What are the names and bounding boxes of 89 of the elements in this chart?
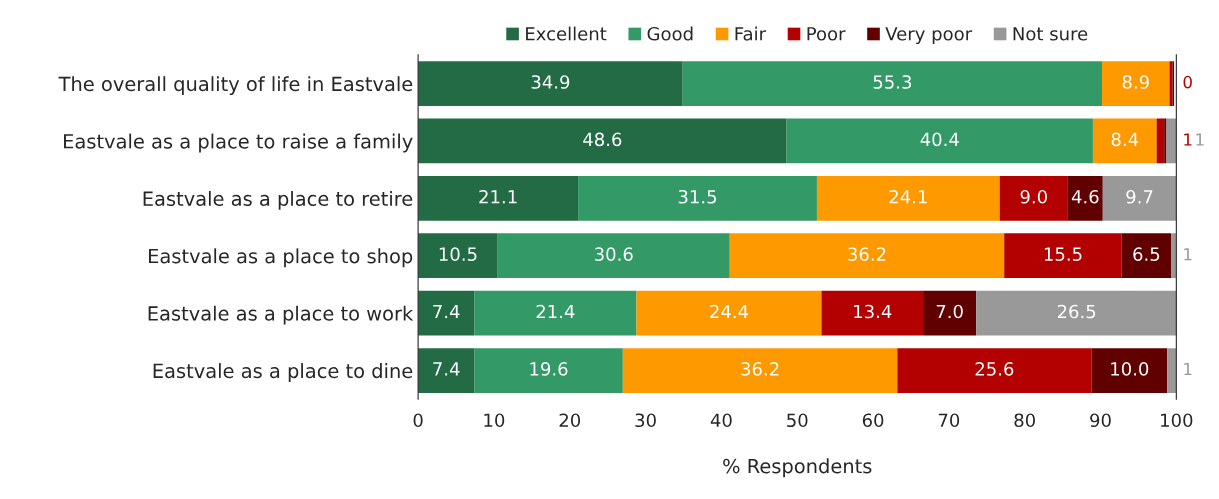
x-tick-label: 40 (710, 413, 732, 428)
data-label: 10.0 (1111, 362, 1149, 376)
data-label: 24.1 (889, 189, 927, 204)
legend-label: Good (647, 26, 693, 41)
data-label: 7.0 (936, 304, 963, 319)
data-label: 24.4 (710, 304, 749, 319)
legend-label: Fair (735, 26, 767, 41)
bar (1091, 348, 1168, 393)
bar (682, 61, 1103, 106)
x-tick-label: 80 (1014, 413, 1035, 428)
bar (1067, 175, 1103, 221)
data-label: 1 (1184, 133, 1192, 146)
data-label: 6.5 (1133, 247, 1160, 261)
data-label: 31.5 (678, 189, 717, 204)
bar (1102, 61, 1170, 106)
bar (418, 175, 579, 221)
bar (418, 118, 787, 164)
bar (418, 233, 498, 279)
bar (1004, 233, 1122, 279)
data-label: 0 (1183, 75, 1192, 89)
y-tick-label: Eastvale as a place to work (148, 305, 414, 325)
bar (1102, 175, 1177, 221)
data-label: 1 (1184, 362, 1192, 376)
bar (636, 290, 822, 336)
data-label: 7.4 (433, 362, 460, 376)
data-label: 1 (1184, 248, 1192, 261)
data-label: 48.6 (583, 132, 622, 147)
legend-label: Not sure (1013, 27, 1088, 41)
data-label: 25.6 (975, 362, 1014, 376)
bar (1167, 348, 1177, 393)
x-tick-label: 100 (1161, 413, 1193, 428)
data-label: 1 (1196, 133, 1204, 146)
bar (578, 175, 817, 221)
x-tick-label: 20 (559, 413, 581, 428)
data-label: 8.4 (1111, 132, 1139, 147)
legend-label: Poor (807, 27, 846, 41)
x-tick-label: 90 (1090, 413, 1111, 428)
data-label: 40.4 (920, 132, 959, 147)
bar (418, 61, 683, 106)
bar (1166, 118, 1177, 164)
data-label: 21.1 (479, 189, 517, 204)
bar (497, 233, 730, 279)
bar (786, 118, 1093, 164)
y-tick-label: Eastvale as a place to shop (149, 248, 413, 268)
data-label: 55.3 (873, 75, 912, 89)
legend-label: Excellent (526, 26, 607, 41)
data-label: 10.5 (439, 247, 477, 261)
bar (622, 348, 898, 393)
data-label: 15.5 (1044, 247, 1082, 261)
x-tick-label: 30 (635, 413, 656, 428)
bar (1171, 233, 1177, 279)
data-label: 30.6 (595, 247, 633, 261)
y-tick-label: Eastvale as a place to retire (143, 190, 413, 210)
x-tick-label: 70 (938, 413, 960, 428)
data-label: 7.4 (433, 304, 460, 319)
bar (418, 348, 475, 393)
bar (1092, 118, 1157, 164)
x-tick-label: 60 (862, 413, 884, 428)
bar (418, 290, 475, 336)
bar (1121, 233, 1172, 279)
y-tick-label: Eastvale as a place to raise a family (64, 133, 413, 153)
x-tick-label: 50 (787, 413, 808, 428)
data-label: 21.4 (536, 304, 575, 319)
bar (729, 233, 1005, 279)
bar (821, 290, 924, 336)
data-label: 34.9 (531, 75, 570, 89)
data-label: 26.5 (1057, 304, 1096, 319)
x-axis-title: % Respondents (723, 458, 872, 478)
legend-label: Very poor (885, 27, 973, 45)
data-label: 8.9 (1122, 75, 1149, 89)
data-label: 36.2 (741, 362, 779, 376)
x-tick-label: 0 (413, 413, 423, 428)
data-label: 9.7 (1126, 189, 1153, 204)
bar (923, 290, 977, 336)
bar (474, 348, 623, 393)
data-label: 9.0 (1020, 189, 1047, 204)
y-tick-label: The overall quality of life in Eastvale (58, 76, 413, 96)
data-label: 36.2 (848, 247, 886, 261)
bar (897, 348, 1092, 393)
data-label: 13.4 (854, 304, 892, 319)
bar (474, 290, 637, 336)
y-tick-label: Eastvale as a place to dine (153, 363, 413, 382)
data-label: 19.6 (530, 362, 568, 376)
bar (976, 290, 1177, 336)
bar (1156, 118, 1165, 164)
bar (816, 175, 1000, 221)
data-label: 4.6 (1071, 189, 1099, 204)
x-tick-label: 10 (484, 413, 505, 428)
bar (999, 175, 1068, 221)
